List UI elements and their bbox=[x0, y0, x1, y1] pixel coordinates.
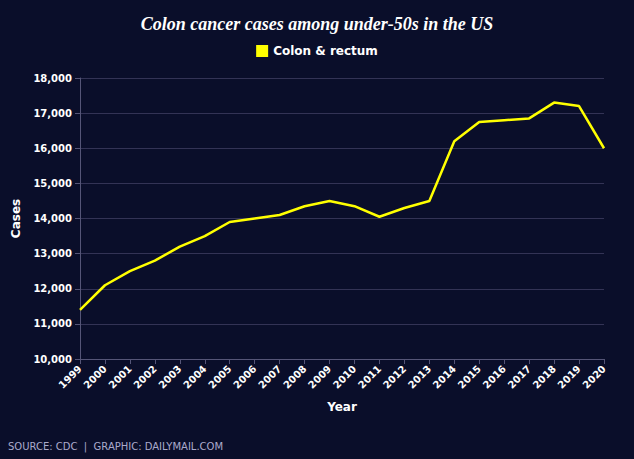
svg-text:1999: 1999 bbox=[56, 363, 83, 390]
svg-text:2002: 2002 bbox=[131, 363, 158, 390]
svg-text:2009: 2009 bbox=[306, 363, 333, 390]
svg-text:2018: 2018 bbox=[531, 363, 558, 390]
svg-text:2017: 2017 bbox=[506, 363, 533, 390]
svg-text:2016: 2016 bbox=[481, 363, 508, 390]
svg-text:10,000: 10,000 bbox=[33, 354, 72, 365]
svg-text:Cases: Cases bbox=[9, 199, 23, 238]
svg-text:2015: 2015 bbox=[456, 363, 483, 390]
svg-text:SOURCE: CDC | GRAPHIC: DAILY: SOURCE: CDC | GRAPHIC: DAILYMAIL.COM bbox=[8, 441, 223, 453]
svg-text:2008: 2008 bbox=[281, 363, 308, 390]
svg-text:12,000: 12,000 bbox=[33, 283, 72, 294]
svg-text:2020: 2020 bbox=[580, 363, 607, 390]
svg-text:2001: 2001 bbox=[106, 363, 133, 390]
svg-text:Year: Year bbox=[326, 400, 357, 414]
svg-text:2000: 2000 bbox=[81, 363, 108, 390]
svg-text:2019: 2019 bbox=[556, 363, 583, 390]
svg-text:16,000: 16,000 bbox=[33, 143, 72, 154]
svg-text:2013: 2013 bbox=[406, 363, 433, 390]
svg-text:2010: 2010 bbox=[331, 363, 358, 390]
svg-text:2003: 2003 bbox=[156, 363, 183, 390]
svg-text:13,000: 13,000 bbox=[33, 248, 72, 259]
svg-text:Colon & rectum: Colon & rectum bbox=[273, 44, 378, 58]
svg-text:2014: 2014 bbox=[431, 363, 458, 390]
svg-text:2005: 2005 bbox=[206, 363, 233, 390]
svg-text:2006: 2006 bbox=[231, 363, 258, 390]
svg-text:2011: 2011 bbox=[356, 363, 383, 390]
svg-text:Colon cancer cases among under: Colon cancer cases among under-50s in th… bbox=[141, 14, 494, 34]
svg-text:11,000: 11,000 bbox=[33, 318, 72, 329]
svg-text:14,000: 14,000 bbox=[33, 213, 72, 224]
svg-text:2012: 2012 bbox=[381, 363, 408, 390]
svg-text:2007: 2007 bbox=[256, 363, 283, 390]
svg-text:15,000: 15,000 bbox=[33, 178, 72, 189]
svg-text:2004: 2004 bbox=[181, 363, 208, 390]
svg-text:18,000: 18,000 bbox=[33, 73, 72, 84]
svg-text:17,000: 17,000 bbox=[33, 108, 72, 119]
